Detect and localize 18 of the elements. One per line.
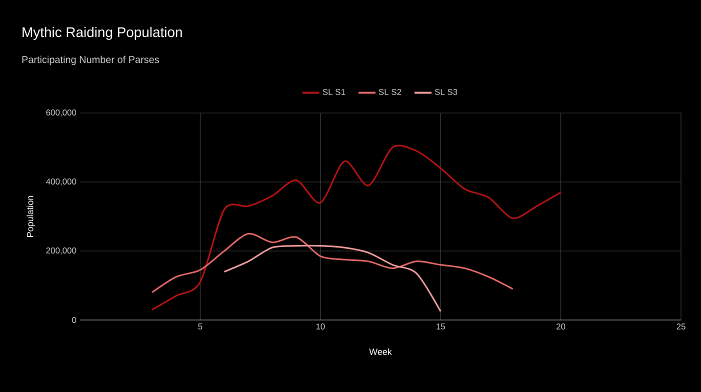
y-tick-label: 600,000 (46, 110, 76, 116)
line-series (151, 232, 514, 294)
chart-title: Mythic Raiding Population (22, 26, 182, 40)
y-tick-label: 200,000 (46, 248, 76, 254)
x-tick-label: 25 (676, 324, 686, 330)
y-tick-label: 0 (72, 317, 76, 323)
y-axis-title: Population (26, 196, 36, 237)
legend-label: SL S3 (434, 89, 458, 95)
y-tick-label: 400,000 (46, 178, 76, 186)
x-tick-label: 10 (316, 324, 325, 330)
x-tick-label: 15 (436, 324, 445, 330)
legend-label: SL S2 (378, 89, 402, 95)
chart-subtitle: Participating Number of Parses (22, 56, 160, 66)
line-series (223, 244, 442, 312)
x-tick-label: 20 (556, 324, 566, 330)
x-tick-label: 5 (198, 324, 202, 330)
x-axis-title: Week (369, 348, 392, 355)
legend-label: SL S1 (322, 89, 346, 95)
